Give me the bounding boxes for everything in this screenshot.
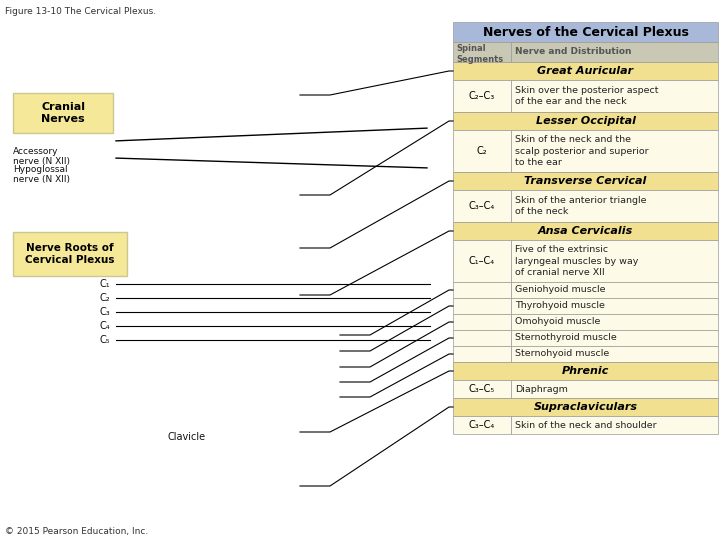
Text: Accessory
nerve (N XII): Accessory nerve (N XII) bbox=[13, 147, 70, 166]
Text: C₃: C₃ bbox=[100, 307, 111, 317]
Text: © 2015 Pearson Education, Inc.: © 2015 Pearson Education, Inc. bbox=[5, 527, 148, 536]
Text: Sternohyoid muscle: Sternohyoid muscle bbox=[515, 349, 609, 359]
Text: Skin of the anterior triangle
of the neck: Skin of the anterior triangle of the nec… bbox=[515, 196, 647, 216]
FancyBboxPatch shape bbox=[453, 80, 511, 112]
FancyBboxPatch shape bbox=[511, 130, 718, 172]
FancyBboxPatch shape bbox=[453, 346, 511, 362]
Text: C₂: C₂ bbox=[100, 293, 111, 303]
Text: Spinal
Segments: Spinal Segments bbox=[456, 44, 503, 64]
FancyBboxPatch shape bbox=[453, 362, 718, 380]
FancyBboxPatch shape bbox=[453, 22, 718, 42]
FancyBboxPatch shape bbox=[453, 416, 511, 434]
Text: Clavicle: Clavicle bbox=[168, 432, 206, 442]
Text: C₅: C₅ bbox=[100, 335, 110, 345]
Text: Great Auricular: Great Auricular bbox=[537, 66, 634, 76]
Text: Transverse Cervical: Transverse Cervical bbox=[524, 176, 647, 186]
FancyBboxPatch shape bbox=[453, 42, 511, 62]
FancyBboxPatch shape bbox=[13, 232, 127, 276]
Text: Nerve Roots of
Cervical Plexus: Nerve Roots of Cervical Plexus bbox=[25, 243, 114, 265]
Text: Geniohyoid muscle: Geniohyoid muscle bbox=[515, 286, 606, 294]
FancyBboxPatch shape bbox=[453, 298, 511, 314]
FancyBboxPatch shape bbox=[453, 330, 511, 346]
Text: Lesser Occipital: Lesser Occipital bbox=[536, 116, 636, 126]
Text: Thyrohyoid muscle: Thyrohyoid muscle bbox=[515, 301, 605, 310]
FancyBboxPatch shape bbox=[511, 282, 718, 298]
Text: C₁: C₁ bbox=[100, 279, 111, 289]
FancyBboxPatch shape bbox=[453, 172, 718, 190]
FancyBboxPatch shape bbox=[511, 80, 718, 112]
FancyBboxPatch shape bbox=[0, 18, 453, 528]
Text: Ansa Cervicalis: Ansa Cervicalis bbox=[538, 226, 633, 236]
FancyBboxPatch shape bbox=[511, 314, 718, 330]
Text: Supraclaviculars: Supraclaviculars bbox=[534, 402, 637, 412]
FancyBboxPatch shape bbox=[453, 112, 718, 130]
Text: Diaphragm: Diaphragm bbox=[515, 384, 568, 394]
FancyBboxPatch shape bbox=[453, 190, 511, 222]
FancyBboxPatch shape bbox=[453, 130, 511, 172]
Text: Phrenic: Phrenic bbox=[562, 366, 609, 376]
FancyBboxPatch shape bbox=[511, 42, 718, 62]
FancyBboxPatch shape bbox=[511, 190, 718, 222]
FancyBboxPatch shape bbox=[511, 330, 718, 346]
FancyBboxPatch shape bbox=[453, 222, 718, 240]
FancyBboxPatch shape bbox=[511, 298, 718, 314]
FancyBboxPatch shape bbox=[511, 380, 718, 398]
FancyBboxPatch shape bbox=[13, 93, 113, 133]
Text: Nerves of the Cervical Plexus: Nerves of the Cervical Plexus bbox=[482, 25, 688, 38]
Text: Omohyoid muscle: Omohyoid muscle bbox=[515, 318, 600, 327]
Text: Five of the extrinsic
laryngeal muscles by way
of cranial nerve XII: Five of the extrinsic laryngeal muscles … bbox=[515, 245, 639, 276]
Text: C₄: C₄ bbox=[100, 321, 111, 331]
Text: C₃–C₄: C₃–C₄ bbox=[469, 420, 495, 430]
FancyBboxPatch shape bbox=[453, 380, 511, 398]
FancyBboxPatch shape bbox=[453, 398, 718, 416]
Text: Sternothyroid muscle: Sternothyroid muscle bbox=[515, 334, 617, 342]
Text: C₂: C₂ bbox=[477, 146, 487, 156]
FancyBboxPatch shape bbox=[511, 346, 718, 362]
FancyBboxPatch shape bbox=[511, 240, 718, 282]
Text: C₁–C₄: C₁–C₄ bbox=[469, 256, 495, 266]
Text: C₂–C₃: C₂–C₃ bbox=[469, 91, 495, 101]
Text: Hypoglossal
nerve (N XII): Hypoglossal nerve (N XII) bbox=[13, 165, 70, 184]
Text: C₃–C₄: C₃–C₄ bbox=[469, 201, 495, 211]
FancyBboxPatch shape bbox=[453, 282, 511, 298]
Text: C₃–C₅: C₃–C₅ bbox=[469, 384, 495, 394]
FancyBboxPatch shape bbox=[453, 62, 718, 80]
Text: Cranial
Nerves: Cranial Nerves bbox=[41, 102, 85, 124]
Text: Skin of the neck and shoulder: Skin of the neck and shoulder bbox=[515, 421, 657, 429]
FancyBboxPatch shape bbox=[453, 314, 511, 330]
Text: Skin of the neck and the
scalp posterior and superior
to the ear: Skin of the neck and the scalp posterior… bbox=[515, 136, 649, 167]
Text: Nerve and Distribution: Nerve and Distribution bbox=[515, 48, 631, 57]
FancyBboxPatch shape bbox=[453, 240, 511, 282]
Text: Skin over the posterior aspect
of the ear and the neck: Skin over the posterior aspect of the ea… bbox=[515, 86, 659, 106]
Text: Figure 13-10 The Cervical Plexus.: Figure 13-10 The Cervical Plexus. bbox=[5, 7, 156, 16]
FancyBboxPatch shape bbox=[511, 416, 718, 434]
